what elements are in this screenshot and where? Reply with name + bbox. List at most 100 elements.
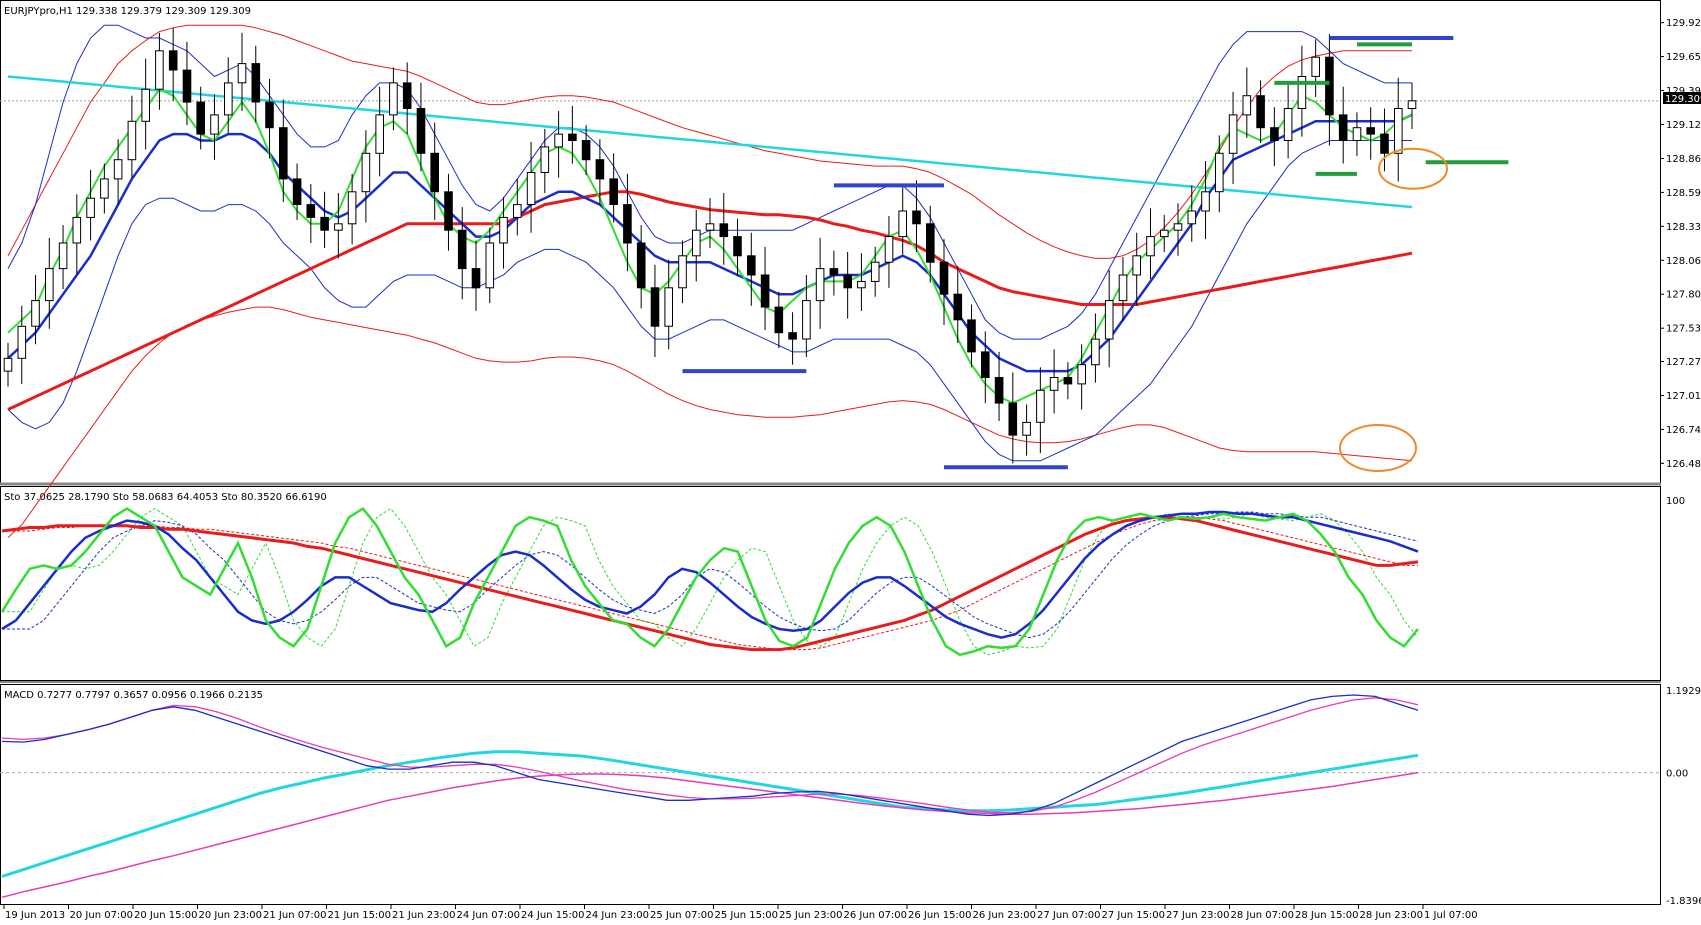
candle	[375, 86, 384, 177]
candle	[788, 312, 797, 365]
candle-body	[554, 133, 563, 148]
candle	[802, 275, 811, 358]
candle	[1049, 349, 1059, 414]
candle-body	[926, 223, 935, 263]
time-x-axis: 19 Jun 2013 20 Jun 07:00 20 Jun 15:00 20 Ju…	[3, 905, 1478, 921]
y-tick-label: 127.535	[1666, 324, 1701, 335]
x-tick-label: 24 Jun 15:00	[521, 910, 585, 921]
macd-lines	[0, 694, 1660, 899]
candle	[857, 253, 866, 311]
candle	[1201, 161, 1210, 240]
candle	[1380, 108, 1389, 172]
candle	[843, 251, 853, 319]
candle-body	[1352, 127, 1362, 141]
candle-body	[1201, 191, 1210, 212]
candle-body	[857, 280, 866, 289]
candle-body	[1104, 300, 1114, 340]
candle	[1256, 80, 1265, 144]
x-tick-label: 20 Jun 07:00	[70, 910, 134, 921]
candle-body	[513, 204, 522, 218]
y-tick-label: 127.800	[1666, 290, 1701, 301]
y-tick-label: 127.010	[1666, 391, 1701, 402]
candle-body	[967, 319, 976, 353]
candle	[1077, 344, 1087, 410]
y-tick-label: 128.595	[1666, 188, 1701, 199]
candle-body	[540, 146, 550, 173]
candle	[45, 237, 54, 329]
candle	[967, 304, 976, 368]
candle	[1091, 313, 1100, 383]
candle-body	[306, 204, 316, 218]
candle	[430, 122, 439, 220]
candle	[719, 193, 729, 265]
candle	[747, 232, 756, 306]
candle-body	[1063, 377, 1073, 385]
candle	[581, 125, 591, 176]
candle	[540, 128, 550, 194]
candle	[334, 193, 343, 259]
x-tick-label: 28 Jun 23:00	[1360, 910, 1424, 921]
candle	[1063, 362, 1073, 400]
x-tick-label: 26 Jun 23:00	[973, 910, 1037, 921]
x-tick-label: 21 Jun 15:00	[328, 910, 392, 921]
candle-body	[981, 351, 990, 378]
candle	[155, 32, 164, 110]
candle	[981, 331, 990, 404]
candle	[568, 105, 577, 164]
candle-body	[747, 255, 756, 276]
candle	[692, 209, 701, 282]
candle-body	[1311, 56, 1321, 77]
candle-body	[568, 133, 577, 142]
candle	[829, 250, 839, 296]
candle	[1036, 367, 1045, 454]
candle-body	[1297, 76, 1307, 109]
candle-body	[1394, 108, 1403, 154]
candle	[884, 216, 894, 288]
candle	[870, 246, 880, 297]
candle-body	[31, 300, 40, 327]
candle-body	[595, 159, 605, 180]
candle-body	[939, 261, 949, 295]
candle-body	[86, 197, 95, 218]
y-tick-label: 126.480	[1666, 459, 1701, 470]
candle	[72, 194, 82, 274]
candle-body	[898, 210, 908, 238]
candle	[127, 95, 137, 178]
candle	[361, 130, 371, 223]
candle-body	[1407, 100, 1417, 110]
macd-y-axis: 1.1929 0.00 -1.8396	[1666, 686, 1701, 907]
candle	[733, 218, 742, 277]
candle	[609, 153, 619, 223]
candle	[650, 264, 660, 358]
candle-body	[402, 82, 412, 110]
macd-cyan-line	[1, 750, 1419, 878]
candle	[402, 62, 412, 135]
candle	[1187, 185, 1197, 242]
candle	[705, 198, 715, 249]
candle	[760, 246, 770, 331]
candle	[554, 111, 563, 178]
x-tick-label: 20 Jun 23:00	[199, 910, 263, 921]
sto-panel-frame	[0, 486, 1661, 681]
candle-body	[471, 268, 481, 289]
candle-body	[1008, 402, 1018, 436]
candle	[224, 57, 233, 133]
candle-body	[1132, 255, 1142, 276]
sto-y-tick-label: 100	[1666, 496, 1685, 507]
candle-body	[802, 300, 811, 340]
x-tick-label: 19 Jun 2013	[5, 910, 65, 921]
candle	[86, 169, 95, 241]
candle	[1270, 107, 1279, 167]
candle	[1228, 91, 1238, 185]
candle-body	[292, 178, 302, 205]
macd-main-line	[1, 694, 1419, 817]
x-tick-label: 26 Jun 07:00	[844, 910, 908, 921]
candle-body	[1270, 127, 1279, 141]
candle	[485, 227, 495, 304]
candle	[1366, 107, 1376, 160]
candle-body	[1160, 229, 1169, 238]
candle-body	[623, 204, 632, 244]
candle	[1132, 232, 1142, 306]
candle	[251, 45, 261, 123]
candle-body	[3, 357, 13, 372]
